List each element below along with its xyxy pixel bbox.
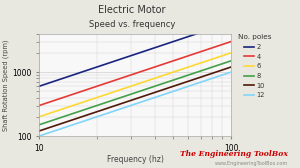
Line: 10: 10: [39, 67, 231, 131]
12: [199, 81, 202, 83]
10: [199, 76, 202, 78]
12: [155, 96, 158, 98]
10: [38, 130, 41, 132]
Text: Speed vs. frequency: Speed vs. frequency: [89, 20, 175, 29]
12: [229, 71, 233, 73]
Legend: 2, 4, 6, 8, 10, 12: 2, 4, 6, 8, 10, 12: [235, 32, 274, 101]
8: [37, 124, 41, 126]
Line: 12: 12: [39, 72, 231, 136]
4: [151, 67, 154, 69]
6: [151, 78, 154, 80]
10: [37, 130, 41, 132]
Text: Electric Motor: Electric Motor: [98, 5, 166, 15]
4: [155, 65, 158, 67]
6: [211, 58, 215, 60]
Line: 6: 6: [39, 53, 231, 117]
4: [229, 41, 233, 43]
8: [155, 85, 158, 87]
8: [199, 70, 202, 72]
12: [38, 135, 41, 137]
8: [211, 66, 215, 68]
6: [199, 62, 202, 64]
2: [229, 21, 233, 23]
8: [151, 86, 154, 88]
6: [38, 116, 41, 118]
6: [229, 52, 233, 54]
Text: www.EngineeringToolBox.com: www.EngineeringToolBox.com: [215, 161, 288, 166]
12: [151, 97, 154, 99]
12: [211, 77, 215, 79]
Y-axis label: Shaft Rotation Speed (rpm): Shaft Rotation Speed (rpm): [3, 39, 9, 131]
8: [38, 124, 41, 126]
10: [211, 72, 215, 74]
Line: 2: 2: [39, 22, 231, 86]
2: [151, 47, 154, 49]
Line: 4: 4: [39, 42, 231, 106]
10: [229, 66, 233, 68]
4: [152, 67, 155, 69]
2: [152, 47, 155, 49]
2: [199, 31, 202, 33]
2: [38, 85, 41, 87]
4: [199, 51, 202, 53]
2: [37, 85, 41, 87]
8: [152, 86, 155, 88]
Text: The Engineering ToolBox: The Engineering ToolBox: [180, 150, 288, 158]
6: [152, 78, 155, 80]
X-axis label: Frequency (hz): Frequency (hz): [106, 156, 164, 164]
12: [152, 97, 155, 99]
10: [155, 91, 158, 93]
4: [211, 47, 215, 49]
10: [152, 92, 155, 94]
4: [38, 104, 41, 106]
6: [155, 77, 158, 79]
8: [229, 60, 233, 62]
10: [151, 92, 154, 94]
2: [155, 46, 158, 48]
2: [211, 27, 215, 29]
6: [37, 116, 41, 118]
12: [37, 135, 41, 137]
4: [37, 104, 41, 107]
Line: 8: 8: [39, 61, 231, 125]
